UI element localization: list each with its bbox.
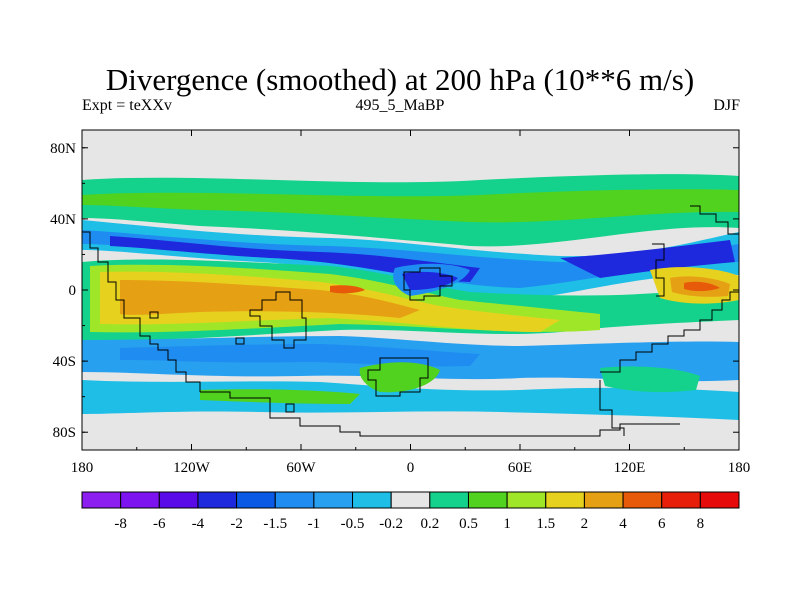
north-band-strong xyxy=(82,189,739,223)
tropical-divergence-core xyxy=(120,280,420,318)
southern-ocean-divergence xyxy=(200,389,360,404)
lon-label: 180 xyxy=(728,460,751,476)
colorbar-label: -6 xyxy=(153,516,166,532)
divergence-max-pacific xyxy=(330,285,365,294)
colorbar-label: 6 xyxy=(658,516,666,532)
colorbar-label: -4 xyxy=(192,516,205,532)
asia-east-coast xyxy=(652,243,665,297)
colorbar-swatch xyxy=(467,491,508,509)
lat-label: 40N xyxy=(50,212,76,228)
warm-pool-core xyxy=(684,281,720,292)
colorbar-swatch xyxy=(622,491,663,509)
lat-label: 80N xyxy=(50,141,76,157)
lat-label: 40S xyxy=(53,354,76,370)
southern-convergence-core xyxy=(120,344,480,367)
west-africa-coast xyxy=(403,267,453,301)
north-america-coast xyxy=(82,231,201,392)
colorbar-swatch xyxy=(236,491,276,509)
lon-label: 0 xyxy=(407,460,415,476)
experiment-label: Expt = teXXv xyxy=(82,97,172,114)
colorbar-label: -1 xyxy=(308,516,321,532)
colorbar-swatch xyxy=(352,491,392,509)
colorbar-swatch xyxy=(120,491,160,509)
lon-label: 60E xyxy=(508,460,532,476)
south-america-coast xyxy=(249,291,307,349)
colorbar-label: -8 xyxy=(114,516,127,532)
north-convergence-core xyxy=(82,230,739,288)
small-island-coast xyxy=(235,337,245,345)
australia-coast xyxy=(600,291,739,373)
antarctica-coast xyxy=(200,391,680,437)
axis-labels: 80N 40N 0 40S 80S 180 120W 60W 0 60E 120E 180 xyxy=(50,141,750,476)
colorbar-label: -0.5 xyxy=(341,516,365,532)
colorbar-swatch xyxy=(274,491,315,509)
southern-africa-coast xyxy=(367,357,429,397)
season-label: DJF xyxy=(713,97,740,114)
asia-convergence-max xyxy=(560,240,735,278)
lon-label: 60W xyxy=(286,460,316,476)
colorbar-label: -1.5 xyxy=(263,516,287,532)
island-coast xyxy=(285,403,295,413)
period-label: 495_5_MaBP xyxy=(355,97,445,114)
colorbar-swatch xyxy=(197,491,238,509)
divergence-field xyxy=(82,130,739,450)
antarctic-east-coast xyxy=(599,380,625,436)
colorbar-swatch xyxy=(81,491,122,509)
lon-label: 180 xyxy=(71,460,94,476)
plot-title: Divergence (smoothed) at 200 hPa (10**6 … xyxy=(105,62,695,97)
colorbar-swatch xyxy=(390,491,431,509)
colorbar-label: 1 xyxy=(503,516,511,532)
colorbar-swatch xyxy=(699,491,740,509)
colorbar-label: 0.5 xyxy=(459,516,478,532)
colorbar-swatch xyxy=(313,491,354,509)
south-indian-divergence xyxy=(600,366,700,393)
colorbar: -8 -6 -4 -2 -1.5 -1 -0.5 -0.2 0.2 0.5 1 1.5 2 4 6 8 xyxy=(81,491,740,532)
colorbar-swatch xyxy=(429,491,469,509)
asia-north-coast xyxy=(690,205,739,235)
north-convergence-max xyxy=(110,236,480,282)
colorbar-swatch xyxy=(661,491,701,509)
lat-label: 80S xyxy=(53,425,76,441)
lon-label: 120E xyxy=(614,460,646,476)
small-island-coast-2 xyxy=(149,311,159,319)
colorbar-swatch xyxy=(583,491,624,509)
colorbar-label: -0.2 xyxy=(379,516,403,532)
axis-ticks xyxy=(81,130,740,450)
colorbar-label: 2 xyxy=(581,516,589,532)
colorbar-swatch xyxy=(545,491,585,509)
coastlines xyxy=(82,205,739,437)
lat-label: 0 xyxy=(69,283,77,299)
lon-label: 120W xyxy=(173,460,211,476)
colorbar-swatch xyxy=(158,491,199,509)
colorbar-label: 1.5 xyxy=(536,516,555,532)
antarctic-region xyxy=(82,420,739,450)
colorbar-label: 8 xyxy=(697,516,705,532)
colorbar-label: -2 xyxy=(230,516,243,532)
colorbar-label: 0.2 xyxy=(420,516,439,532)
colorbar-label: 4 xyxy=(619,516,627,532)
colorbar-swatch xyxy=(506,491,547,509)
